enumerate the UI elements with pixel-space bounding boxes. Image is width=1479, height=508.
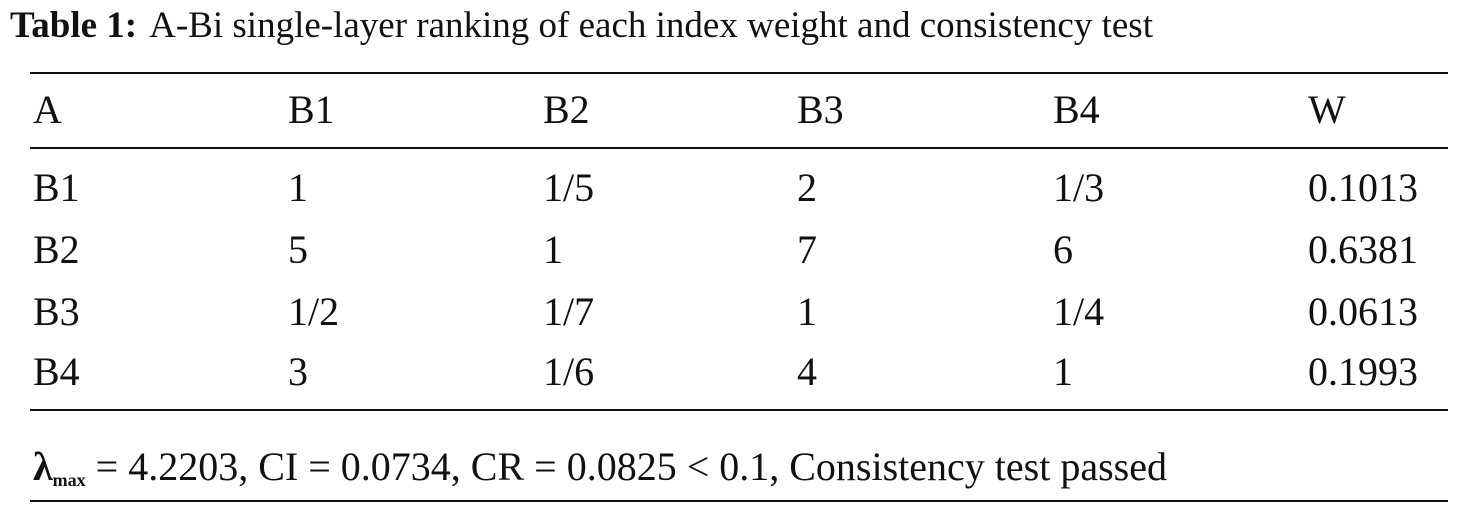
table-cell: 0.1993 [1308, 349, 1418, 394]
table-cell: 0.1013 [1308, 165, 1418, 210]
lambda-symbol: λ [33, 444, 53, 489]
table-cell: 7 [797, 227, 817, 272]
bottom-rule [30, 409, 1448, 411]
table-cell: 1/3 [1053, 165, 1105, 210]
table-cell: 1/5 [543, 165, 595, 210]
row-label: B4 [33, 349, 80, 394]
table-cell: 2 [797, 165, 817, 210]
row-label: B1 [33, 165, 80, 210]
header-cell: B2 [543, 87, 590, 132]
header-cell: B1 [288, 87, 335, 132]
caption-label: Table 1: [10, 5, 138, 46]
caption: Table 1: A-Bi single-layer ranking of eac… [10, 6, 1153, 46]
row-label: B3 [33, 289, 80, 334]
header-rule [30, 147, 1448, 149]
table-cell: 6 [1053, 227, 1073, 272]
footer-rule [30, 500, 1448, 502]
row-label: B2 [33, 227, 80, 272]
caption-text: A-Bi single-layer ranking of each index … [149, 5, 1153, 46]
table-cell: 1/4 [1053, 289, 1105, 334]
footer: λmax = 4.2203, CI = 0.0734, CR = 0.0825 <… [33, 447, 1167, 500]
table-cell: 0.6381 [1308, 227, 1418, 272]
table-cell: 1 [543, 227, 563, 272]
table-cell: 0.0613 [1308, 289, 1418, 334]
table-cell: 1/2 [288, 289, 340, 334]
table-cell: 1/7 [543, 289, 595, 334]
table-cell: 1 [797, 289, 817, 334]
footer-text: = 4.2203, CI = 0.0734, CR = 0.0825 < 0.1… [95, 444, 1167, 489]
top-rule [30, 72, 1448, 74]
table-cell: 1 [288, 165, 308, 210]
table-cell: 5 [288, 227, 308, 272]
table-cell: 1/6 [543, 349, 595, 394]
lambda-subscript: max [52, 470, 86, 490]
header-cell: W [1308, 87, 1346, 132]
header-cell: B3 [797, 87, 844, 132]
header-cell: B4 [1053, 87, 1100, 132]
header-cell: A [33, 87, 62, 132]
table-cell: 4 [797, 349, 817, 394]
table-cell: 1 [1053, 349, 1073, 394]
table-cell: 3 [288, 349, 308, 394]
